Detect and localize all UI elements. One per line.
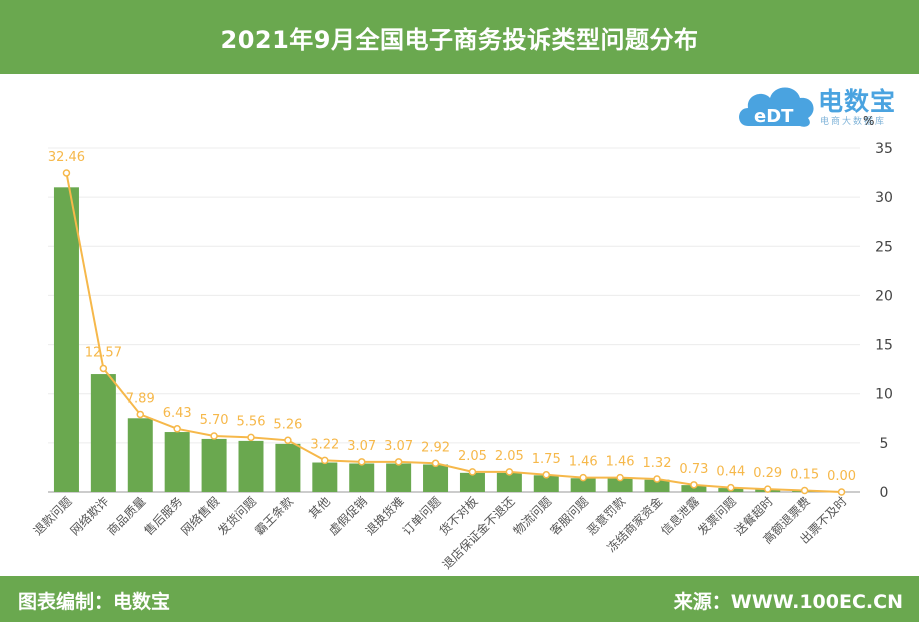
data-label: 3.22 <box>310 437 339 452</box>
x-tick-label: 退款问题 <box>31 494 75 538</box>
bar <box>201 438 227 492</box>
x-tick-label: 信息泄露 <box>657 494 702 539</box>
bar <box>349 463 375 492</box>
chart-title: 2021年9月全国电子商务投诉类型问题分布 <box>220 25 699 54</box>
y-tick-label: 35 <box>875 141 893 157</box>
brand-name: 电数宝 <box>818 87 897 116</box>
data-label: 0.00 <box>827 469 856 484</box>
line-point <box>62 169 71 177</box>
line-point <box>763 485 772 493</box>
bar <box>386 463 412 492</box>
x-tick-label: 发票问题 <box>694 494 739 539</box>
x-tick-label: 订单问题 <box>400 494 444 538</box>
line-point <box>431 459 440 468</box>
bar <box>533 475 559 492</box>
data-label: 5.56 <box>237 414 266 429</box>
x-tick-label: 售后服务 <box>141 494 186 539</box>
line-point <box>727 483 735 492</box>
x-tick-label: 虚假促销 <box>326 494 370 538</box>
data-label: 32.46 <box>48 150 85 165</box>
bar <box>312 462 338 492</box>
y-axis-unit: % <box>863 114 875 128</box>
line-point <box>690 481 698 489</box>
data-label: 12.57 <box>85 345 122 360</box>
y-tick-label: 10 <box>875 387 893 403</box>
bar <box>164 432 190 492</box>
data-label: 1.46 <box>606 455 635 470</box>
line-point <box>173 425 181 433</box>
bar <box>275 443 301 492</box>
data-label: 1.32 <box>643 456 672 471</box>
bar <box>496 472 522 492</box>
x-tick-label: 霸王条款 <box>252 494 296 538</box>
x-tick-label: 商品质量 <box>104 494 149 539</box>
bar-line-chart: 0 5 10 15 20 25 30 35 32.46 12.57 7.89 6.43 5.70 5.56… <box>31 141 893 572</box>
line-point <box>579 473 587 482</box>
line-point <box>800 486 809 495</box>
bar <box>53 187 79 493</box>
line-point <box>653 475 661 483</box>
bar <box>459 472 485 492</box>
line-point <box>505 468 514 476</box>
data-label: 0.73 <box>679 462 708 477</box>
footer-source: 来源：WWW.100EC.CN <box>673 591 903 613</box>
x-tick-label: 网络售假 <box>178 494 223 539</box>
bar <box>90 374 116 492</box>
x-tick-label: 网络欺诈 <box>67 494 112 539</box>
line-point <box>837 488 846 496</box>
x-tick-label: 发货问题 <box>215 494 260 539</box>
y-tick-label: 20 <box>875 288 893 304</box>
bar <box>644 479 670 492</box>
data-label: 0.15 <box>790 468 819 483</box>
line-point <box>136 410 145 419</box>
x-tick-label: 物流问题 <box>511 494 555 538</box>
y-tick-label: 0 <box>880 485 889 501</box>
bar <box>607 478 633 492</box>
y-tick-label: 15 <box>875 338 893 354</box>
line-point <box>247 433 255 442</box>
data-label: 2.05 <box>495 449 524 464</box>
line-point <box>616 473 624 482</box>
data-label: 0.44 <box>716 465 745 480</box>
data-label: 5.26 <box>273 417 302 432</box>
data-label: 1.46 <box>569 455 598 470</box>
brand-logo: eDT 电数宝 电商大数据库 <box>734 78 914 130</box>
data-label: 1.75 <box>532 452 561 467</box>
footer-banner: 图表编制：电数宝 来源：WWW.100EC.CN <box>0 576 919 622</box>
data-label: 3.07 <box>384 439 413 454</box>
cloud-logo-icon: eDT <box>739 87 814 127</box>
trend-line <box>65 172 842 493</box>
y-tick-label: 30 <box>875 190 893 206</box>
y-tick-label: 25 <box>875 239 893 255</box>
line-point <box>210 432 218 440</box>
data-label: 0.29 <box>753 466 782 481</box>
bar <box>127 418 153 492</box>
chart-title-banner: 2021年9月全国电子商务投诉类型问题分布 <box>0 0 919 74</box>
x-tick-label: 其他 <box>306 494 333 521</box>
svg-text:eDT: eDT <box>754 106 794 127</box>
bar <box>238 440 264 492</box>
line-point <box>357 458 366 466</box>
data-label: 5.70 <box>200 413 229 428</box>
footer-compiler: 图表编制：电数宝 <box>18 591 171 613</box>
x-tick-label: 客服问题 <box>547 494 592 539</box>
line-point <box>394 458 403 466</box>
x-tick-label: 退换货难 <box>362 494 407 539</box>
line-point <box>321 456 329 465</box>
line-point <box>99 364 108 373</box>
bar <box>423 464 449 492</box>
line-point <box>468 468 477 476</box>
data-label: 6.43 <box>163 406 192 421</box>
data-label: 3.07 <box>347 439 376 454</box>
data-label: 2.05 <box>458 449 487 464</box>
bar <box>570 478 596 492</box>
data-label: 7.89 <box>126 391 155 406</box>
line-point <box>284 436 292 445</box>
data-label: 2.92 <box>421 440 450 455</box>
line-point <box>542 471 551 479</box>
brand-subtitle: 电商大数据库 <box>820 117 887 127</box>
y-tick-label: 5 <box>880 436 889 452</box>
